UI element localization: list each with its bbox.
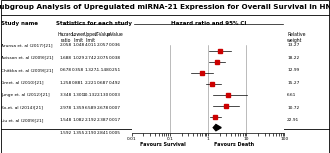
Text: Subgroup Analysis of Upregulated miRNA-21 Expression for Overall Survival in HNC: Subgroup Analysis of Upregulated miRNA-2… <box>0 4 330 10</box>
Text: 2.075: 2.075 <box>97 56 109 60</box>
Text: 2.841: 2.841 <box>97 131 109 135</box>
Text: Liu et. al (2009)[21]: Liu et. al (2009)[21] <box>1 118 43 122</box>
Text: 4.011: 4.011 <box>84 43 97 47</box>
Text: 2.058: 2.058 <box>60 43 72 47</box>
Text: 6.61: 6.61 <box>287 93 296 97</box>
Text: 0.036: 0.036 <box>109 43 121 47</box>
Text: 2.190: 2.190 <box>84 131 96 135</box>
Text: Study name: Study name <box>1 21 38 26</box>
Text: 10.72: 10.72 <box>287 106 299 110</box>
Text: 2.221: 2.221 <box>84 81 97 85</box>
Text: 1.548: 1.548 <box>60 118 72 122</box>
Text: Favours Survival: Favours Survival <box>140 142 185 147</box>
Text: Favours Death: Favours Death <box>214 142 254 147</box>
Text: 2.130: 2.130 <box>97 93 109 97</box>
Text: 12.99: 12.99 <box>287 68 299 72</box>
Text: 1.592: 1.592 <box>60 131 72 135</box>
Text: 1.258: 1.258 <box>60 81 72 85</box>
Text: 1.688: 1.688 <box>60 56 72 60</box>
Text: 22.91: 22.91 <box>287 118 299 122</box>
Text: Z-Value: Z-Value <box>94 32 112 37</box>
Text: 0.251: 0.251 <box>109 68 121 72</box>
Text: Upper
limit: Upper limit <box>83 32 97 43</box>
Text: 2.057: 2.057 <box>97 43 109 47</box>
Text: p-Value: p-Value <box>107 32 123 37</box>
Text: 1.029: 1.029 <box>72 56 84 60</box>
Text: 2.192: 2.192 <box>84 118 97 122</box>
Text: 0.007: 0.007 <box>109 106 121 110</box>
Text: 10.132: 10.132 <box>83 93 98 97</box>
Text: Relative
weight: Relative weight <box>287 32 306 43</box>
Text: 2.678: 2.678 <box>97 106 109 110</box>
Text: 0.358: 0.358 <box>72 68 84 72</box>
Text: 0.678: 0.678 <box>60 68 72 72</box>
Text: 13.27: 13.27 <box>287 43 300 47</box>
Text: 15.27: 15.27 <box>287 81 300 85</box>
Text: 2.978: 2.978 <box>60 106 72 110</box>
Text: Greet. al (2010)[21]: Greet. al (2010)[21] <box>1 81 44 85</box>
Text: 2.387: 2.387 <box>97 118 109 122</box>
Text: 0.038: 0.038 <box>109 56 121 60</box>
Text: 2.742: 2.742 <box>84 56 97 60</box>
Text: 0.492: 0.492 <box>109 81 121 85</box>
Text: 3.348: 3.348 <box>60 93 72 97</box>
Text: Chitkka et. al (2009)[21]: Chitkka et. al (2009)[21] <box>1 68 53 72</box>
Text: Ko-et. al (2014)[21]: Ko-et. al (2014)[21] <box>1 106 43 110</box>
Text: 6.589: 6.589 <box>84 106 96 110</box>
Text: 0.881: 0.881 <box>72 81 84 85</box>
Text: -1.148: -1.148 <box>96 68 110 72</box>
Text: 1.327: 1.327 <box>84 68 97 72</box>
Text: Arunsa et. al (2017)[21]: Arunsa et. al (2017)[21] <box>1 43 52 47</box>
Text: Lower
limit: Lower limit <box>71 32 85 43</box>
Text: Hazard ratio and 95% CI: Hazard ratio and 95% CI <box>171 21 246 26</box>
Text: Junge et. al (2012)[21]: Junge et. al (2012)[21] <box>1 93 50 97</box>
Text: Hazard
ratio: Hazard ratio <box>58 32 74 43</box>
Text: 0.687: 0.687 <box>97 81 109 85</box>
Text: 0.017: 0.017 <box>109 118 121 122</box>
Text: Statistics for each study: Statistics for each study <box>56 21 132 26</box>
Text: 0.005: 0.005 <box>109 131 121 135</box>
Text: 1.301: 1.301 <box>72 93 84 97</box>
Polygon shape <box>213 125 221 131</box>
Text: 18.22: 18.22 <box>287 56 299 60</box>
Text: 0.003: 0.003 <box>109 93 121 97</box>
Text: 1.355: 1.355 <box>72 131 84 135</box>
Text: 1.082: 1.082 <box>72 118 84 122</box>
Text: 1.359: 1.359 <box>72 106 84 110</box>
Text: 1.048: 1.048 <box>72 43 84 47</box>
Text: Avisson et. al (2009)[21]: Avisson et. al (2009)[21] <box>1 56 53 60</box>
